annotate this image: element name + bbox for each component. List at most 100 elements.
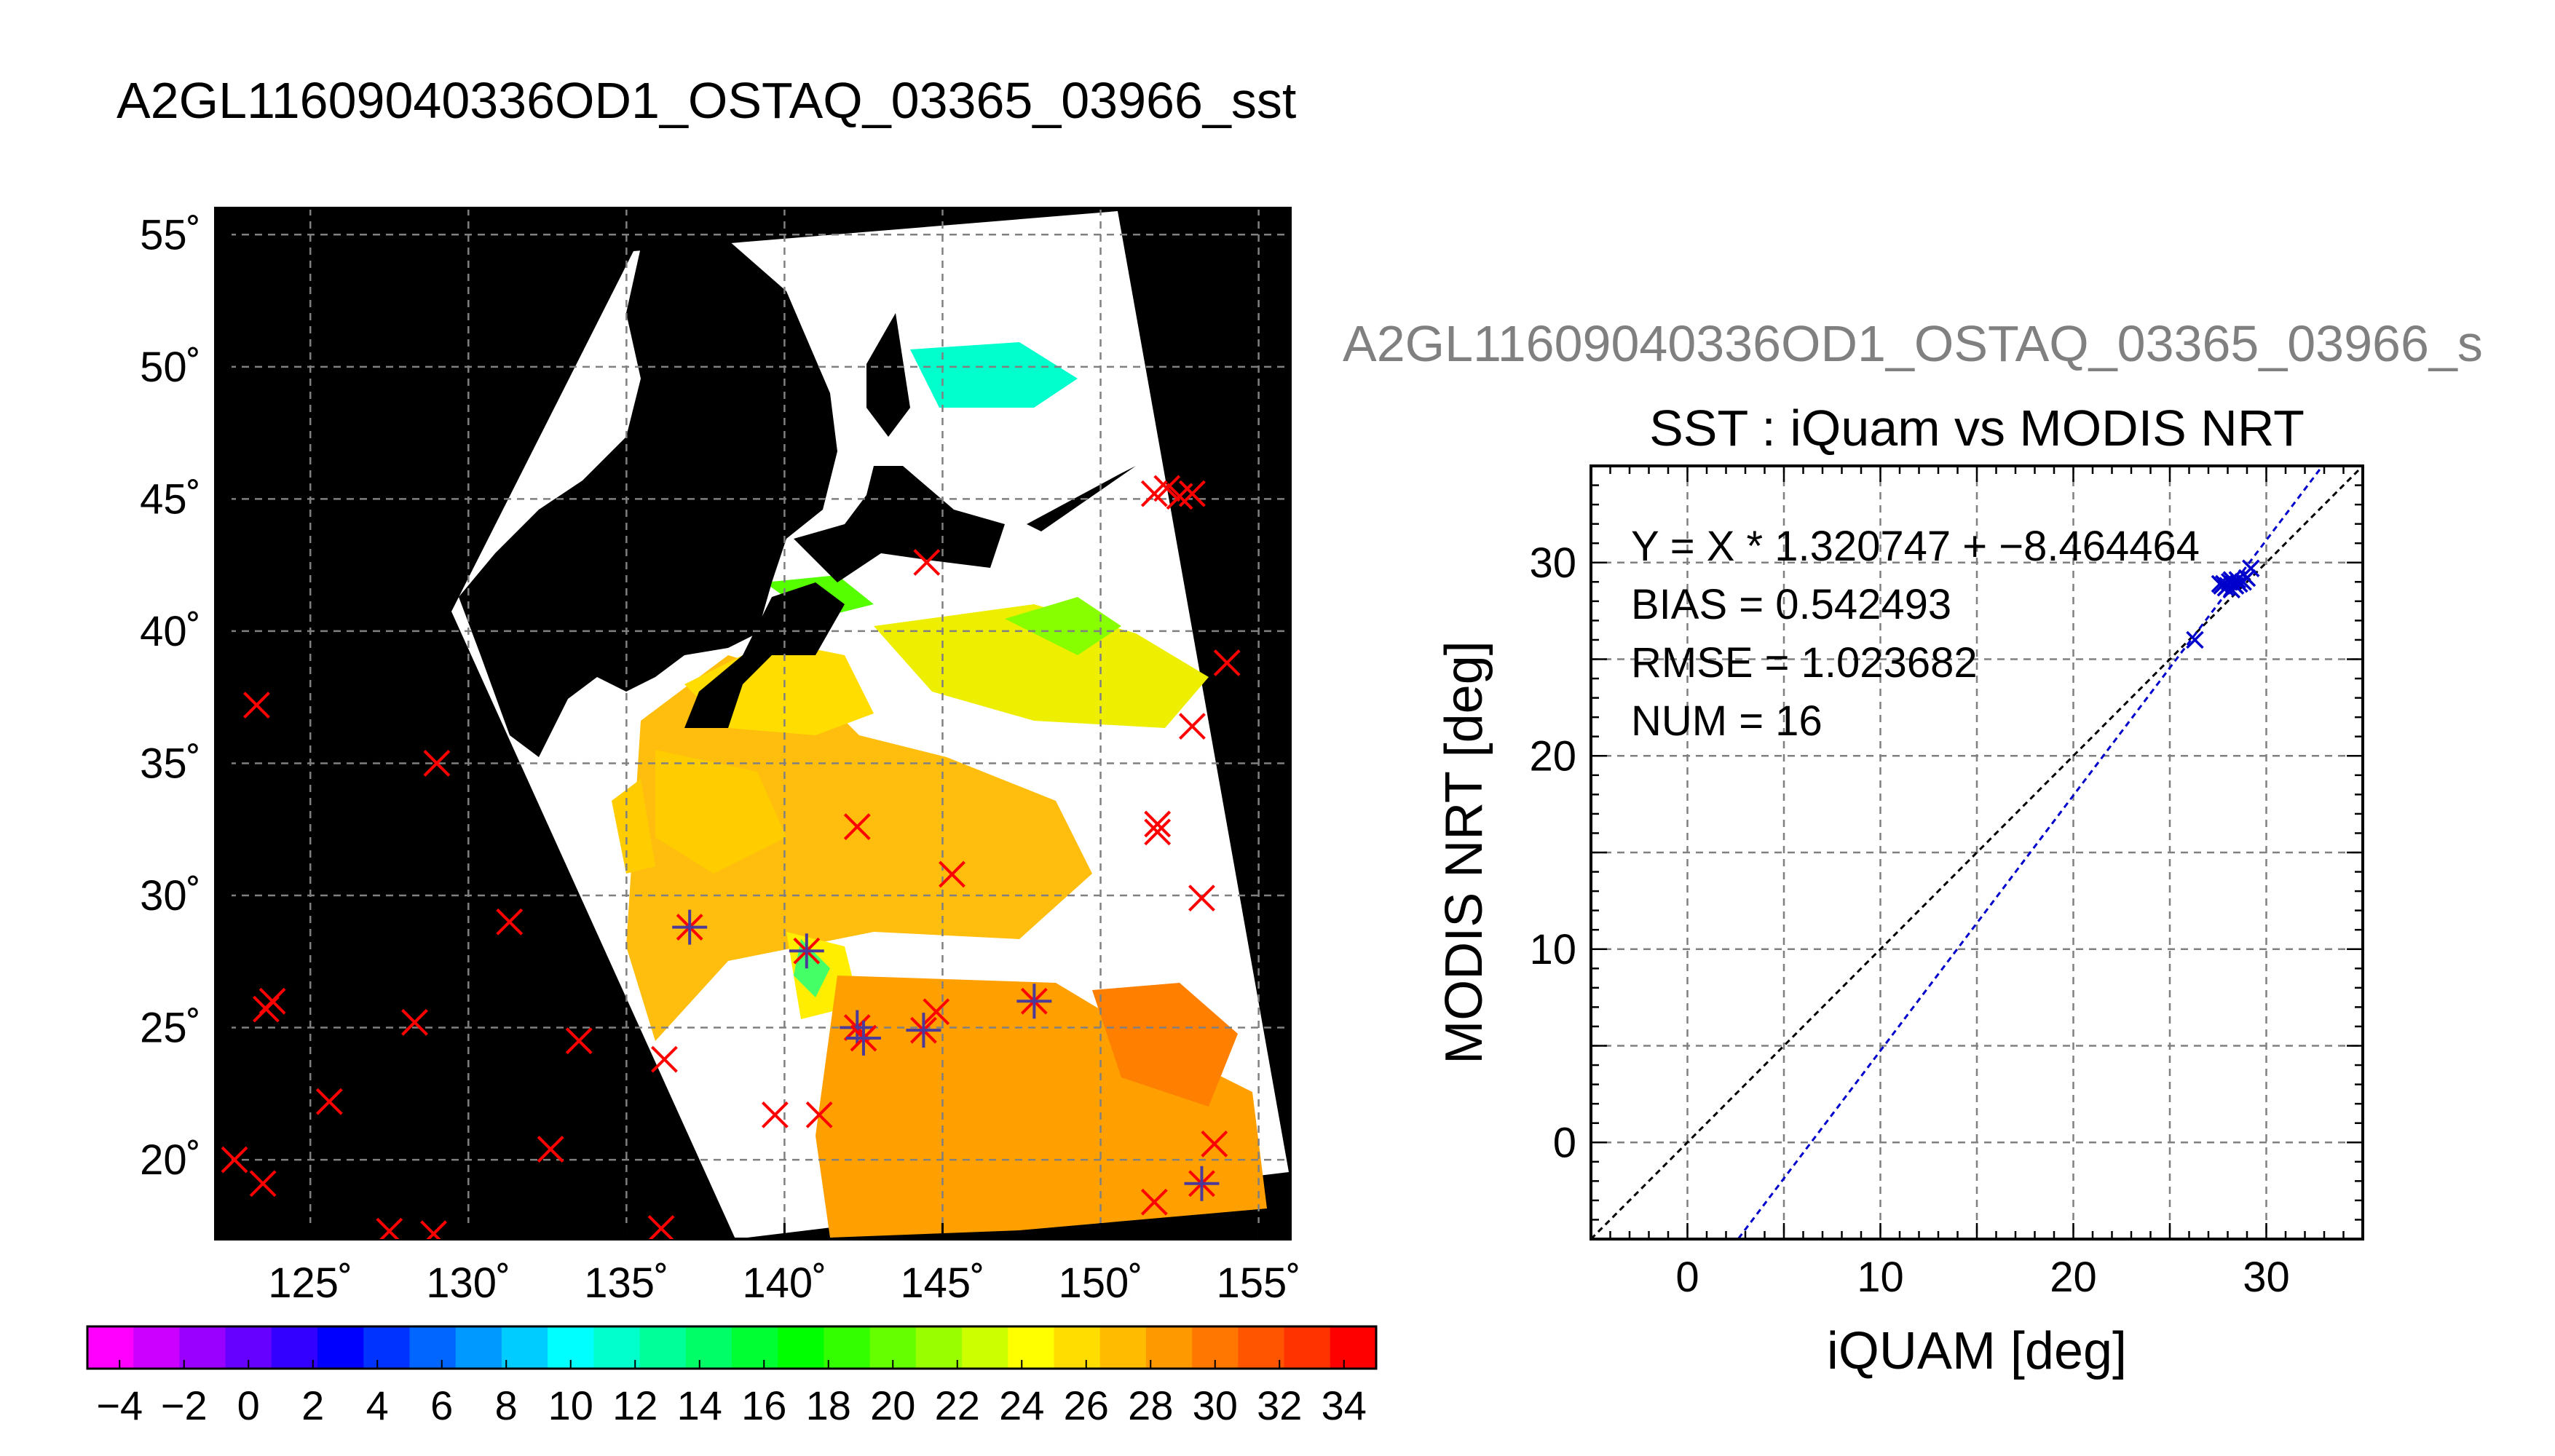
colorbar-swatch: [915, 1326, 963, 1369]
buoy-marker-unmatched: [1188, 885, 1215, 912]
buoy-marker-unmatched: [420, 1220, 447, 1239]
colorbar-tick-label: 10: [548, 1382, 593, 1428]
sst-region-hot: [1092, 983, 1238, 1107]
colorbar-tick-label: −2: [161, 1382, 208, 1428]
lat-tick-label: 20˚: [140, 1136, 201, 1184]
buoy-marker-matched: [789, 933, 824, 969]
colorbar-tick-label: −4: [96, 1382, 143, 1428]
scatter-annotation: NUM = 16: [1631, 697, 1823, 745]
lat-tick-label: 30˚: [140, 872, 201, 919]
sst-region-green-east: [1005, 597, 1121, 655]
buoy-marker-unmatched: [315, 1088, 343, 1115]
lat-tick-label: 50˚: [140, 344, 201, 391]
scatter-point: [2211, 574, 2230, 593]
buoy-marker-unmatched: [913, 549, 941, 576]
lon-tick-label: 140˚: [742, 1259, 826, 1307]
buoy-marker-unmatched: [1140, 1188, 1168, 1216]
colorbar-tick-label: 26: [1064, 1382, 1109, 1428]
colorbar-swatch: [639, 1326, 687, 1369]
lat-tick-label: 25˚: [140, 1005, 201, 1052]
colorbar-swatch: [778, 1326, 824, 1369]
buoy-marker-unmatched: [221, 1146, 248, 1174]
buoy-marker-unmatched: [1144, 818, 1172, 846]
scatter-axes: 0 10 20 30 0 10 20 30: [1529, 464, 2364, 1301]
lon-tick-label: 135˚: [584, 1259, 668, 1307]
colorbar-swatch: [409, 1326, 457, 1369]
buoy-marker-unmatched: [923, 998, 950, 1026]
scatter-annotations: Y = X * 1.320747 + −8.464464 BIAS = 0.542…: [1631, 523, 2200, 745]
map-frame: [214, 207, 1292, 1241]
colorbar-tick-label: 20: [870, 1382, 915, 1428]
sst-region-edge: [612, 779, 655, 874]
scatter-points: [2186, 559, 2260, 649]
colorbar-swatch: [363, 1326, 410, 1369]
colorbar: −4 −2 0 2 4 6 8 10 12 14 16 18 20 22 24 26 28 30 32 34: [86, 1325, 1378, 1428]
colorbar-swatch: [455, 1326, 502, 1369]
buoy-marker-unmatched: [249, 1170, 277, 1198]
colorbar-swatch: [1099, 1326, 1147, 1369]
scatter-annotation: BIAS = 0.542493: [1631, 581, 1951, 628]
scatter-point: [2242, 559, 2260, 577]
buoy-marker-unmatched: [647, 1215, 675, 1239]
buoy-marker-matched: [672, 909, 708, 945]
buoy-marker-matched: [1016, 984, 1052, 1019]
buoy-marker-unmatched: [243, 692, 270, 719]
colorbar-swatch: [685, 1326, 732, 1369]
x-tick-label: 0: [1675, 1254, 1699, 1301]
buoy-marker-unmatched: [253, 995, 280, 1023]
sst-region-kuroshio: [655, 750, 786, 874]
x-tick-label: 20: [2050, 1254, 2097, 1301]
colorbar-tick-label: 18: [806, 1382, 851, 1428]
colorbar-swatch: [732, 1326, 778, 1369]
colorbar-tick-label: 12: [612, 1382, 657, 1428]
colorbar-swatch: [1238, 1326, 1285, 1369]
lon-tick-label: 150˚: [1058, 1259, 1142, 1307]
buoy-markers: [221, 475, 1241, 1239]
buoy-marker-unmatched: [651, 1045, 678, 1073]
colorbar-swatch: [271, 1326, 318, 1369]
buoy-marker-unmatched: [1179, 713, 1206, 740]
map-grid: [216, 208, 1290, 1239]
sst-region-cyan: [910, 342, 1078, 408]
colorbar-frame: [86, 1325, 1378, 1370]
subtitle: A2GL11609040336OD1_OSTAQ_03365_03966_s: [1343, 315, 2483, 372]
colorbar-swatch: [962, 1326, 1008, 1369]
buoy-marker-unmatched: [939, 860, 965, 888]
colorbar-tick-label: 24: [999, 1382, 1044, 1428]
sst-region-east: [874, 604, 1209, 728]
colorbar-tick-label: 14: [677, 1382, 722, 1428]
buoy-marker-matched: [845, 1021, 881, 1056]
buoy-marker-unmatched: [843, 813, 871, 841]
buoy-marker-unmatched: [537, 1136, 564, 1163]
colorbar-tick-label: 6: [430, 1382, 453, 1428]
colorbar-tick-label: 30: [1193, 1382, 1238, 1428]
colorbar-swatch: [1330, 1326, 1377, 1369]
colorbar-swatch: [1008, 1326, 1054, 1369]
buoy-marker-matched: [1184, 1166, 1220, 1201]
land-hokkaido: [794, 466, 1005, 582]
colorbar-tick-label: 0: [237, 1382, 260, 1428]
scatter-grid: [1591, 466, 2363, 1239]
colorbar-swatch: [1145, 1326, 1193, 1369]
page-title: A2GL11609040336OD1_OSTAQ_03365_03966_sst: [117, 72, 1297, 129]
colorbar-tick-label: 8: [495, 1382, 518, 1428]
lat-tick-label: 40˚: [140, 608, 201, 655]
colorbar-swatch: [1054, 1326, 1101, 1369]
lat-tick-label: 55˚: [140, 211, 201, 258]
lon-tick-label: 155˚: [1217, 1259, 1301, 1307]
scatter-annotation: RMSE = 1.023682: [1631, 639, 1978, 687]
buoy-marker-unmatched: [761, 1101, 789, 1128]
colorbar-tick-label: 28: [1128, 1382, 1173, 1428]
buoy-marker-unmatched: [565, 1027, 593, 1055]
lon-tick-label: 145˚: [900, 1259, 984, 1307]
buoy-marker-unmatched: [1144, 810, 1172, 838]
colorbar-swatch: [593, 1326, 641, 1369]
lat-tick-label: 35˚: [140, 740, 201, 787]
colorbar-tick-label: 16: [741, 1382, 786, 1428]
scatter-point: [2186, 630, 2204, 649]
swath: [451, 211, 1289, 1239]
buoy-marker-unmatched: [1179, 480, 1206, 507]
x-tick-label: 30: [2243, 1254, 2290, 1301]
scatter-point: [2238, 569, 2256, 587]
land-sakhalin: [866, 313, 910, 437]
